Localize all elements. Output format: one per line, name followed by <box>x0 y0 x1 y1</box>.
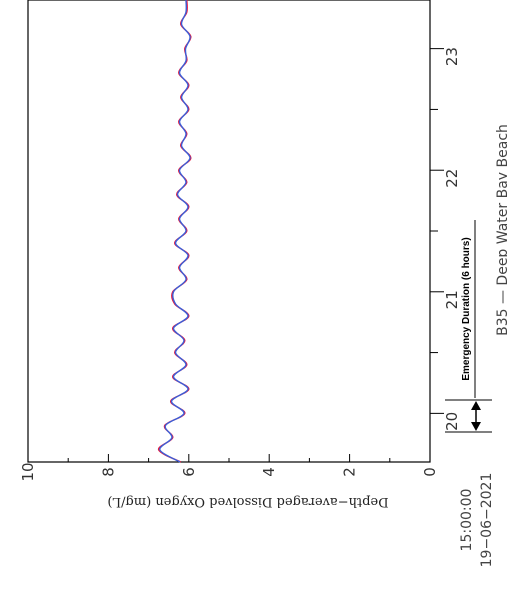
y-tick-label: 4 <box>260 467 278 477</box>
x-tick-label: 22 <box>443 169 461 188</box>
chart-caption: B35 — Deep Water Bay Beach <box>495 124 507 336</box>
duration-arrow-head-top <box>471 401 481 410</box>
start-time: 15:00:00 <box>459 489 475 552</box>
y-axis-label: Depth−averaged Dissolved Oxygen (mg/L) <box>107 494 388 509</box>
x-axis: 20 21 22 23 <box>430 47 461 431</box>
x-tick-label: 23 <box>443 47 461 66</box>
emergency-duration-marker: Emergency Duration (6 hours) <box>445 220 492 433</box>
y-axis: 0 2 4 6 8 10 <box>19 454 439 482</box>
start-date: 19−06−2021 <box>479 473 495 568</box>
x-tick-label: 20 <box>443 412 461 431</box>
y-tick-label: 2 <box>341 467 359 477</box>
y-tick-label: 0 <box>421 467 439 477</box>
series-line <box>159 0 191 463</box>
x-tick-label: 21 <box>443 290 461 309</box>
start-date-label: 15:00:00 19−06−2021 <box>459 473 495 568</box>
y-tick-label: 6 <box>180 467 198 477</box>
duration-label: Emergency Duration (6 hours) <box>461 237 472 380</box>
plot-frame <box>27 0 431 463</box>
y-tick-label: 8 <box>99 467 117 477</box>
y-tick-label: 10 <box>19 462 37 481</box>
duration-arrow-head-bottom <box>471 422 481 431</box>
series-layer <box>157 0 192 463</box>
